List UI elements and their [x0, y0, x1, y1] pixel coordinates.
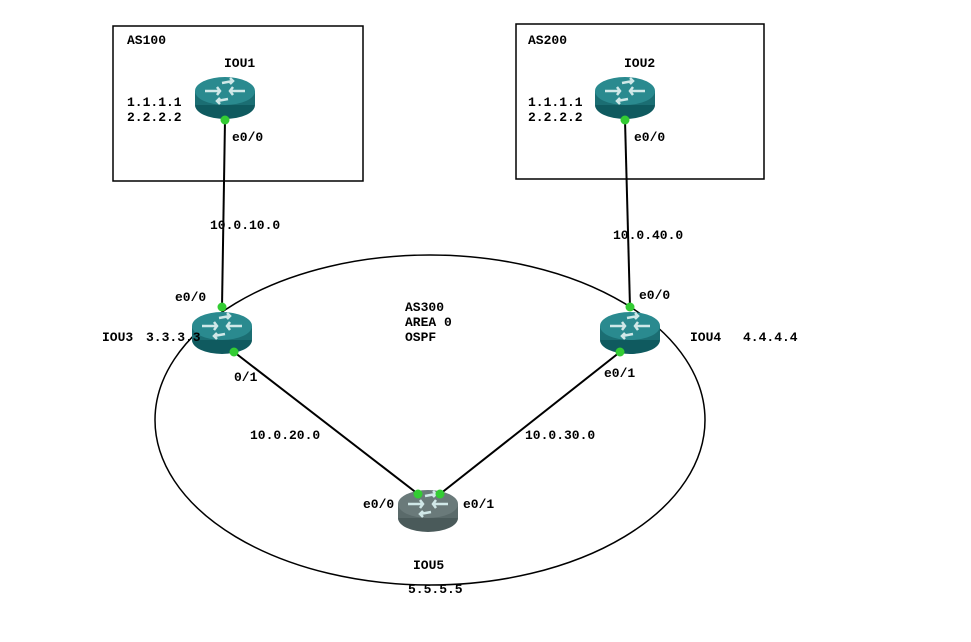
iou3-if-e01: 0/1 — [234, 370, 257, 385]
iou3-if-e00: e0/0 — [175, 290, 206, 305]
iou5-ip: 5.5.5.5 — [408, 582, 463, 597]
iou2-if-e00: e0/0 — [634, 130, 665, 145]
iou5-if-e01: e0/1 — [463, 497, 494, 512]
iou1-loopback: 1.1.1.1 2.2.2.2 — [127, 95, 182, 125]
iou4-label: IOU4 — [690, 330, 721, 345]
iou1-label: IOU1 — [224, 56, 255, 71]
iou2-label: IOU2 — [624, 56, 655, 71]
router-iou4[interactable] — [600, 312, 660, 354]
iou2-loopback: 1.1.1.1 2.2.2.2 — [528, 95, 583, 125]
iou5-label: IOU5 — [413, 558, 444, 573]
link-30-label: 10.0.30.0 — [525, 428, 595, 443]
router-iou2[interactable] — [595, 77, 655, 119]
iou3-label: IOU3 — [102, 330, 133, 345]
router-iou5[interactable] — [398, 490, 458, 532]
as300-label: AS300 AREA 0 OSPF — [405, 300, 452, 345]
iou3-ip: 3.3.3.3 — [146, 330, 201, 345]
iou5-if-e00: e0/0 — [363, 497, 394, 512]
router-iou3[interactable] — [192, 312, 252, 354]
iou1-if-e00: e0/0 — [232, 130, 263, 145]
router-iou1[interactable] — [195, 77, 255, 119]
iou4-if-e01: e0/1 — [604, 366, 635, 381]
as200-label: AS200 — [528, 33, 567, 48]
iou4-ip: 4.4.4.4 — [743, 330, 798, 345]
as100-label: AS100 — [127, 33, 166, 48]
link-40-label: 10.0.40.0 — [613, 228, 683, 243]
link-20-label: 10.0.20.0 — [250, 428, 320, 443]
iou4-if-e00: e0/0 — [639, 288, 670, 303]
link-10-label: 10.0.10.0 — [210, 218, 280, 233]
